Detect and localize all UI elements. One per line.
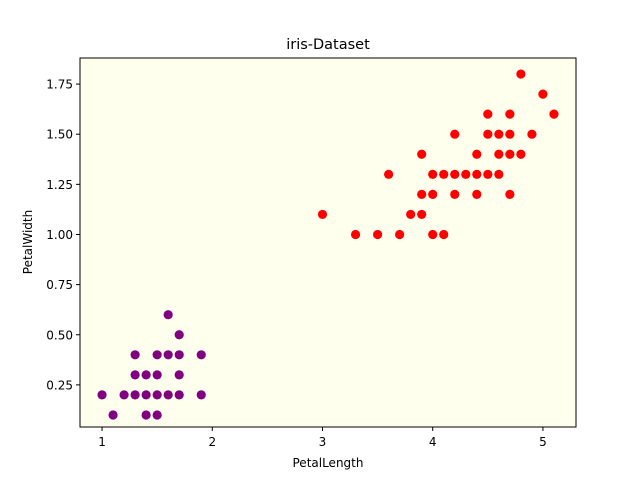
y-tick-label: 0.25 xyxy=(46,378,73,392)
data-point xyxy=(152,350,162,360)
data-point xyxy=(119,390,129,400)
data-point xyxy=(406,209,416,220)
y-tick-label: 1.75 xyxy=(46,78,73,92)
data-point xyxy=(428,229,438,240)
x-axis-label: PetalLength xyxy=(293,456,364,470)
data-point xyxy=(141,410,151,420)
data-point xyxy=(450,169,460,179)
data-point xyxy=(483,129,493,139)
data-point xyxy=(483,169,493,179)
data-point xyxy=(141,390,151,400)
data-point xyxy=(461,169,471,179)
x-axis-ticks: 1 2 3 4 5 xyxy=(98,427,547,449)
y-axis-label: PetalWidth xyxy=(21,210,35,274)
data-point xyxy=(494,129,504,139)
chart-title: iris-Dataset xyxy=(286,37,370,53)
data-point xyxy=(538,89,548,99)
y-tick-label: 1.00 xyxy=(46,228,73,242)
data-point xyxy=(174,330,184,340)
data-point xyxy=(505,149,515,159)
points-layer xyxy=(97,69,559,420)
plot-area xyxy=(80,58,576,427)
data-point xyxy=(152,390,162,400)
data-point xyxy=(417,189,427,199)
data-point xyxy=(439,169,449,179)
data-point xyxy=(483,109,493,119)
data-point xyxy=(350,229,361,240)
x-tick-label: 3 xyxy=(319,435,327,449)
data-point xyxy=(472,169,482,179)
data-point xyxy=(450,129,460,139)
data-point xyxy=(516,149,526,159)
data-point xyxy=(439,229,449,240)
y-tick-label: 1.50 xyxy=(46,128,73,142)
data-point xyxy=(196,350,206,360)
data-point xyxy=(384,169,394,179)
data-point xyxy=(174,390,184,400)
data-point xyxy=(373,229,383,240)
x-tick-label: 1 xyxy=(98,435,106,449)
data-point xyxy=(505,109,515,119)
data-point xyxy=(472,149,482,159)
data-point xyxy=(174,370,184,380)
data-point xyxy=(130,350,140,360)
x-tick-label: 2 xyxy=(208,435,216,449)
data-point xyxy=(163,310,173,320)
data-point xyxy=(97,390,107,400)
data-point xyxy=(505,129,515,139)
data-point xyxy=(472,189,482,199)
data-point xyxy=(417,209,427,220)
data-point xyxy=(317,209,328,220)
data-point xyxy=(152,410,162,420)
data-point xyxy=(108,410,118,420)
data-point xyxy=(428,189,438,199)
x-tick-label: 5 xyxy=(539,435,547,449)
data-point xyxy=(130,370,140,380)
data-point xyxy=(549,109,559,119)
data-point xyxy=(130,390,140,400)
data-point xyxy=(428,169,438,179)
data-point xyxy=(163,390,173,400)
data-point xyxy=(450,189,460,199)
x-tick-label: 4 xyxy=(429,435,437,449)
data-point xyxy=(494,169,504,179)
y-axis-ticks: 0.25 0.50 0.75 1.00 1.25 1.50 1.75 xyxy=(46,78,80,392)
data-point xyxy=(395,229,405,240)
data-point xyxy=(141,370,151,380)
data-point xyxy=(505,189,515,199)
data-point xyxy=(163,350,173,360)
data-point xyxy=(196,390,206,400)
y-tick-label: 0.75 xyxy=(46,278,73,292)
data-point xyxy=(152,370,162,380)
data-point xyxy=(527,129,537,139)
data-point xyxy=(516,69,526,79)
data-point xyxy=(417,149,427,159)
y-tick-label: 1.25 xyxy=(46,178,73,192)
data-point xyxy=(174,350,184,360)
data-point xyxy=(494,149,504,159)
axes-frame xyxy=(79,57,577,428)
y-tick-label: 0.50 xyxy=(46,328,73,342)
